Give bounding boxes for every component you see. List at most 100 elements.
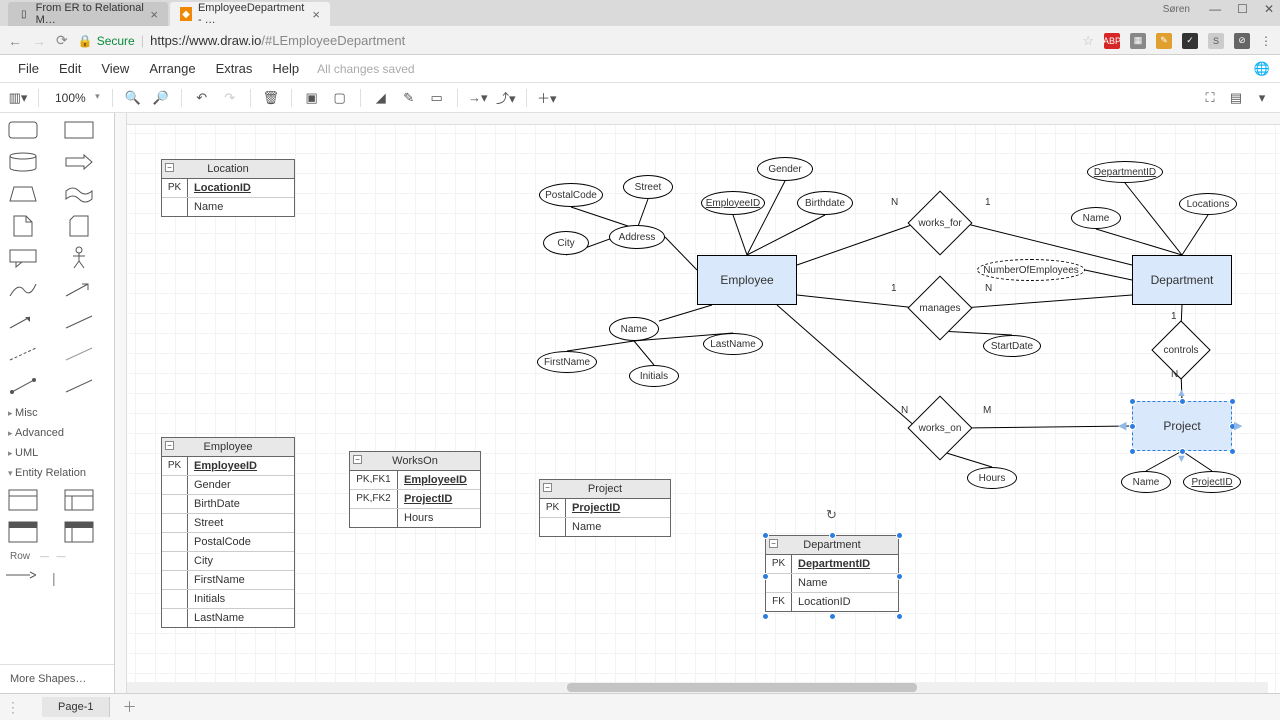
close-icon[interactable]: × [312,7,320,22]
selection-handle[interactable] [896,613,903,620]
redo-icon[interactable]: ↷ [218,86,242,110]
attribute-gender[interactable]: Gender [757,157,813,181]
shape-trapezoid[interactable] [6,181,40,207]
format-panel-icon[interactable]: ▤ [1224,86,1248,110]
page-menu-icon[interactable]: ⋮ [6,699,18,716]
connect-arrow-icon[interactable]: ▲ [1176,387,1187,399]
collapse-icon[interactable]: − [165,163,174,172]
attribute-hours[interactable]: Hours [967,467,1017,489]
shape-line[interactable] [62,373,96,399]
waypoint-icon[interactable]: ⤴▾ [494,86,518,110]
shape-arrow-solid[interactable] [6,309,40,335]
table-row[interactable]: Initials [162,590,294,609]
minimize-icon[interactable]: — [1209,2,1221,16]
ext-icon[interactable]: ▦ [1130,33,1146,49]
attribute-employee_id[interactable]: EmployeeID [701,191,765,215]
relationship-works_for[interactable]: works_for [917,200,963,246]
attribute-name_dept[interactable]: Name [1071,207,1121,229]
table-department[interactable]: −DepartmentPKDepartmentIDNameFKLocationI… [765,535,899,612]
shape-card[interactable] [62,213,96,239]
shape-cylinder[interactable] [6,149,40,175]
attribute-initials[interactable]: Initials [629,365,679,387]
table-row[interactable]: PK,FK2ProjectID [350,490,480,509]
attribute-project_id[interactable]: ProjectID [1183,471,1241,493]
attribute-street[interactable]: Street [623,175,673,199]
section-uml[interactable]: UML [0,443,114,463]
section-er[interactable]: Entity Relation [0,463,114,483]
section-advanced[interactable]: Advanced [0,423,114,443]
forward-icon[interactable]: → [32,33,46,49]
menu-view[interactable]: View [93,58,137,79]
entity-department[interactable]: Department [1132,255,1232,305]
delete-icon[interactable]: 🗑 [259,86,283,110]
more-shapes-button[interactable]: More Shapes… [0,664,114,693]
table-row[interactable]: Name [540,518,670,536]
table-row[interactable]: BirthDate [162,495,294,514]
menu-icon[interactable]: ⋮ [1260,34,1272,48]
connect-arrow-icon[interactable]: ▼ [1176,453,1187,465]
ext-icon[interactable]: ⊘ [1234,33,1250,49]
connection-icon[interactable]: →▾ [466,86,490,110]
selection-handle[interactable] [896,573,903,580]
ext-icon[interactable]: S [1208,33,1224,49]
table-row[interactable]: PK,FK1EmployeeID [350,471,480,490]
table-project[interactable]: −ProjectPKProjectIDName [539,479,671,537]
attribute-firstname[interactable]: FirstName [537,351,597,373]
canvas[interactable]: EmployeeDepartmentProject◀▶▲▼works_forma… [115,113,1280,693]
back-icon[interactable]: ← [8,33,22,49]
rotate-handle-icon[interactable]: ↻ [826,507,837,523]
selection-handle[interactable] [829,613,836,620]
zoom-in-icon[interactable]: 🔍 [121,86,145,110]
menu-edit[interactable]: Edit [51,58,89,79]
shape-callout[interactable] [6,245,40,271]
collapse-icon[interactable]: − [543,483,552,492]
add-page-button[interactable]: ＋ [110,693,148,721]
shape-line-diag[interactable] [62,309,96,335]
abp-ext-icon[interactable]: ABP [1104,33,1120,49]
maximize-icon[interactable]: ☐ [1237,2,1248,16]
shadow-icon[interactable]: ▭ [425,86,449,110]
connect-arrow-icon[interactable]: ◀ [1118,419,1126,432]
shape-arrow[interactable] [62,149,96,175]
shape-rect-round[interactable] [6,117,40,143]
collapse-icon[interactable]: − [353,455,362,464]
table-row[interactable]: FKLocationID [766,593,898,611]
fill-icon[interactable]: ◢ [369,86,393,110]
shape-actor[interactable] [62,245,96,271]
selection-handle[interactable] [1129,398,1136,405]
undo-icon[interactable]: ↶ [190,86,214,110]
ext-icon[interactable]: ✎ [1156,33,1172,49]
zoom-out-icon[interactable]: 🔎 [149,86,173,110]
selection-handle[interactable] [1179,398,1186,405]
selection-handle[interactable] [762,573,769,580]
url-field[interactable]: 🔒 Secure | https://www.draw.io/#LEmploye… [78,33,1094,49]
shape-rect[interactable] [62,117,96,143]
menu-extras[interactable]: Extras [208,58,261,79]
table-row[interactable]: FirstName [162,571,294,590]
shape-line-thin[interactable] [62,341,96,367]
er-table-shape[interactable] [6,487,40,513]
table-row[interactable]: Hours [350,509,480,527]
row-label[interactable]: Row [6,551,30,562]
table-row[interactable]: PKProjectID [540,499,670,518]
add-icon[interactable]: ＋▾ [535,86,559,110]
relationship-manages[interactable]: manages [917,285,963,331]
selection-handle[interactable] [829,532,836,539]
entity-employee[interactable]: Employee [697,255,797,305]
collapse-icon[interactable]: − [769,539,778,548]
er-table-shape[interactable] [62,519,96,545]
reload-icon[interactable]: ⟳ [56,32,68,49]
selection-handle[interactable] [896,532,903,539]
table-row[interactable]: PostalCode [162,533,294,552]
browser-tab-active[interactable]: ◆ EmployeeDepartment - … × [170,2,330,26]
table-row[interactable]: Street [162,514,294,533]
attribute-startdate[interactable]: StartDate [983,335,1041,357]
selection-handle[interactable] [762,613,769,620]
shape-line-dashed[interactable] [6,341,40,367]
fullscreen-icon[interactable]: ⛶ [1198,86,1222,110]
ext-icon[interactable]: ✓ [1182,33,1198,49]
zoom-select[interactable]: 100% [47,89,104,107]
menu-file[interactable]: File [10,58,47,79]
table-row[interactable]: Gender [162,476,294,495]
table-row[interactable]: City [162,552,294,571]
